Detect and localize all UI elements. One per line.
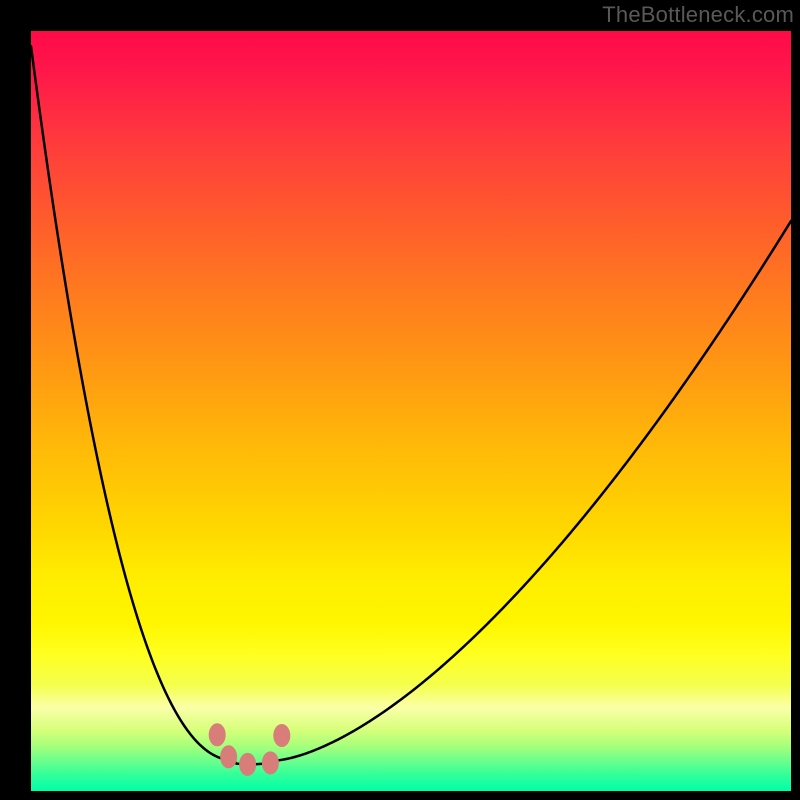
marker-point — [221, 746, 237, 768]
marker-point — [209, 724, 225, 746]
marker-point — [240, 753, 256, 775]
gradient-panel — [31, 31, 791, 791]
marker-point — [262, 752, 278, 774]
chart-canvas: TheBottleneck.com — [0, 0, 800, 800]
attribution-text: TheBottleneck.com — [602, 2, 794, 28]
bottleneck-chart — [0, 0, 800, 800]
marker-point — [274, 725, 290, 747]
